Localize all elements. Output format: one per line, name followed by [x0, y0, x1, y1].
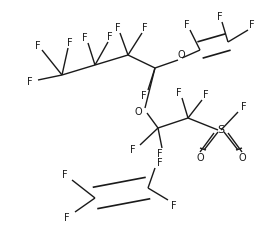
Text: O: O	[196, 153, 204, 163]
Text: F: F	[130, 145, 136, 155]
Text: F: F	[115, 23, 121, 33]
Text: F: F	[157, 149, 163, 159]
Text: F: F	[82, 33, 88, 43]
Text: F: F	[184, 20, 190, 30]
Text: O: O	[238, 153, 246, 163]
Text: F: F	[62, 170, 68, 180]
Text: F: F	[27, 77, 33, 87]
Text: O: O	[134, 107, 142, 117]
Text: F: F	[171, 201, 177, 211]
Text: F: F	[241, 102, 247, 112]
Text: F: F	[176, 88, 182, 98]
Text: F: F	[217, 12, 223, 22]
Text: O: O	[177, 50, 185, 60]
Text: F: F	[249, 20, 255, 30]
Text: F: F	[203, 90, 209, 100]
Text: F: F	[107, 32, 113, 42]
Text: F: F	[142, 23, 148, 33]
Text: F: F	[35, 41, 41, 51]
Text: F: F	[157, 158, 163, 168]
Text: F: F	[141, 91, 147, 101]
Text: F: F	[64, 213, 70, 223]
Text: F: F	[67, 38, 73, 48]
Text: S: S	[217, 125, 225, 135]
